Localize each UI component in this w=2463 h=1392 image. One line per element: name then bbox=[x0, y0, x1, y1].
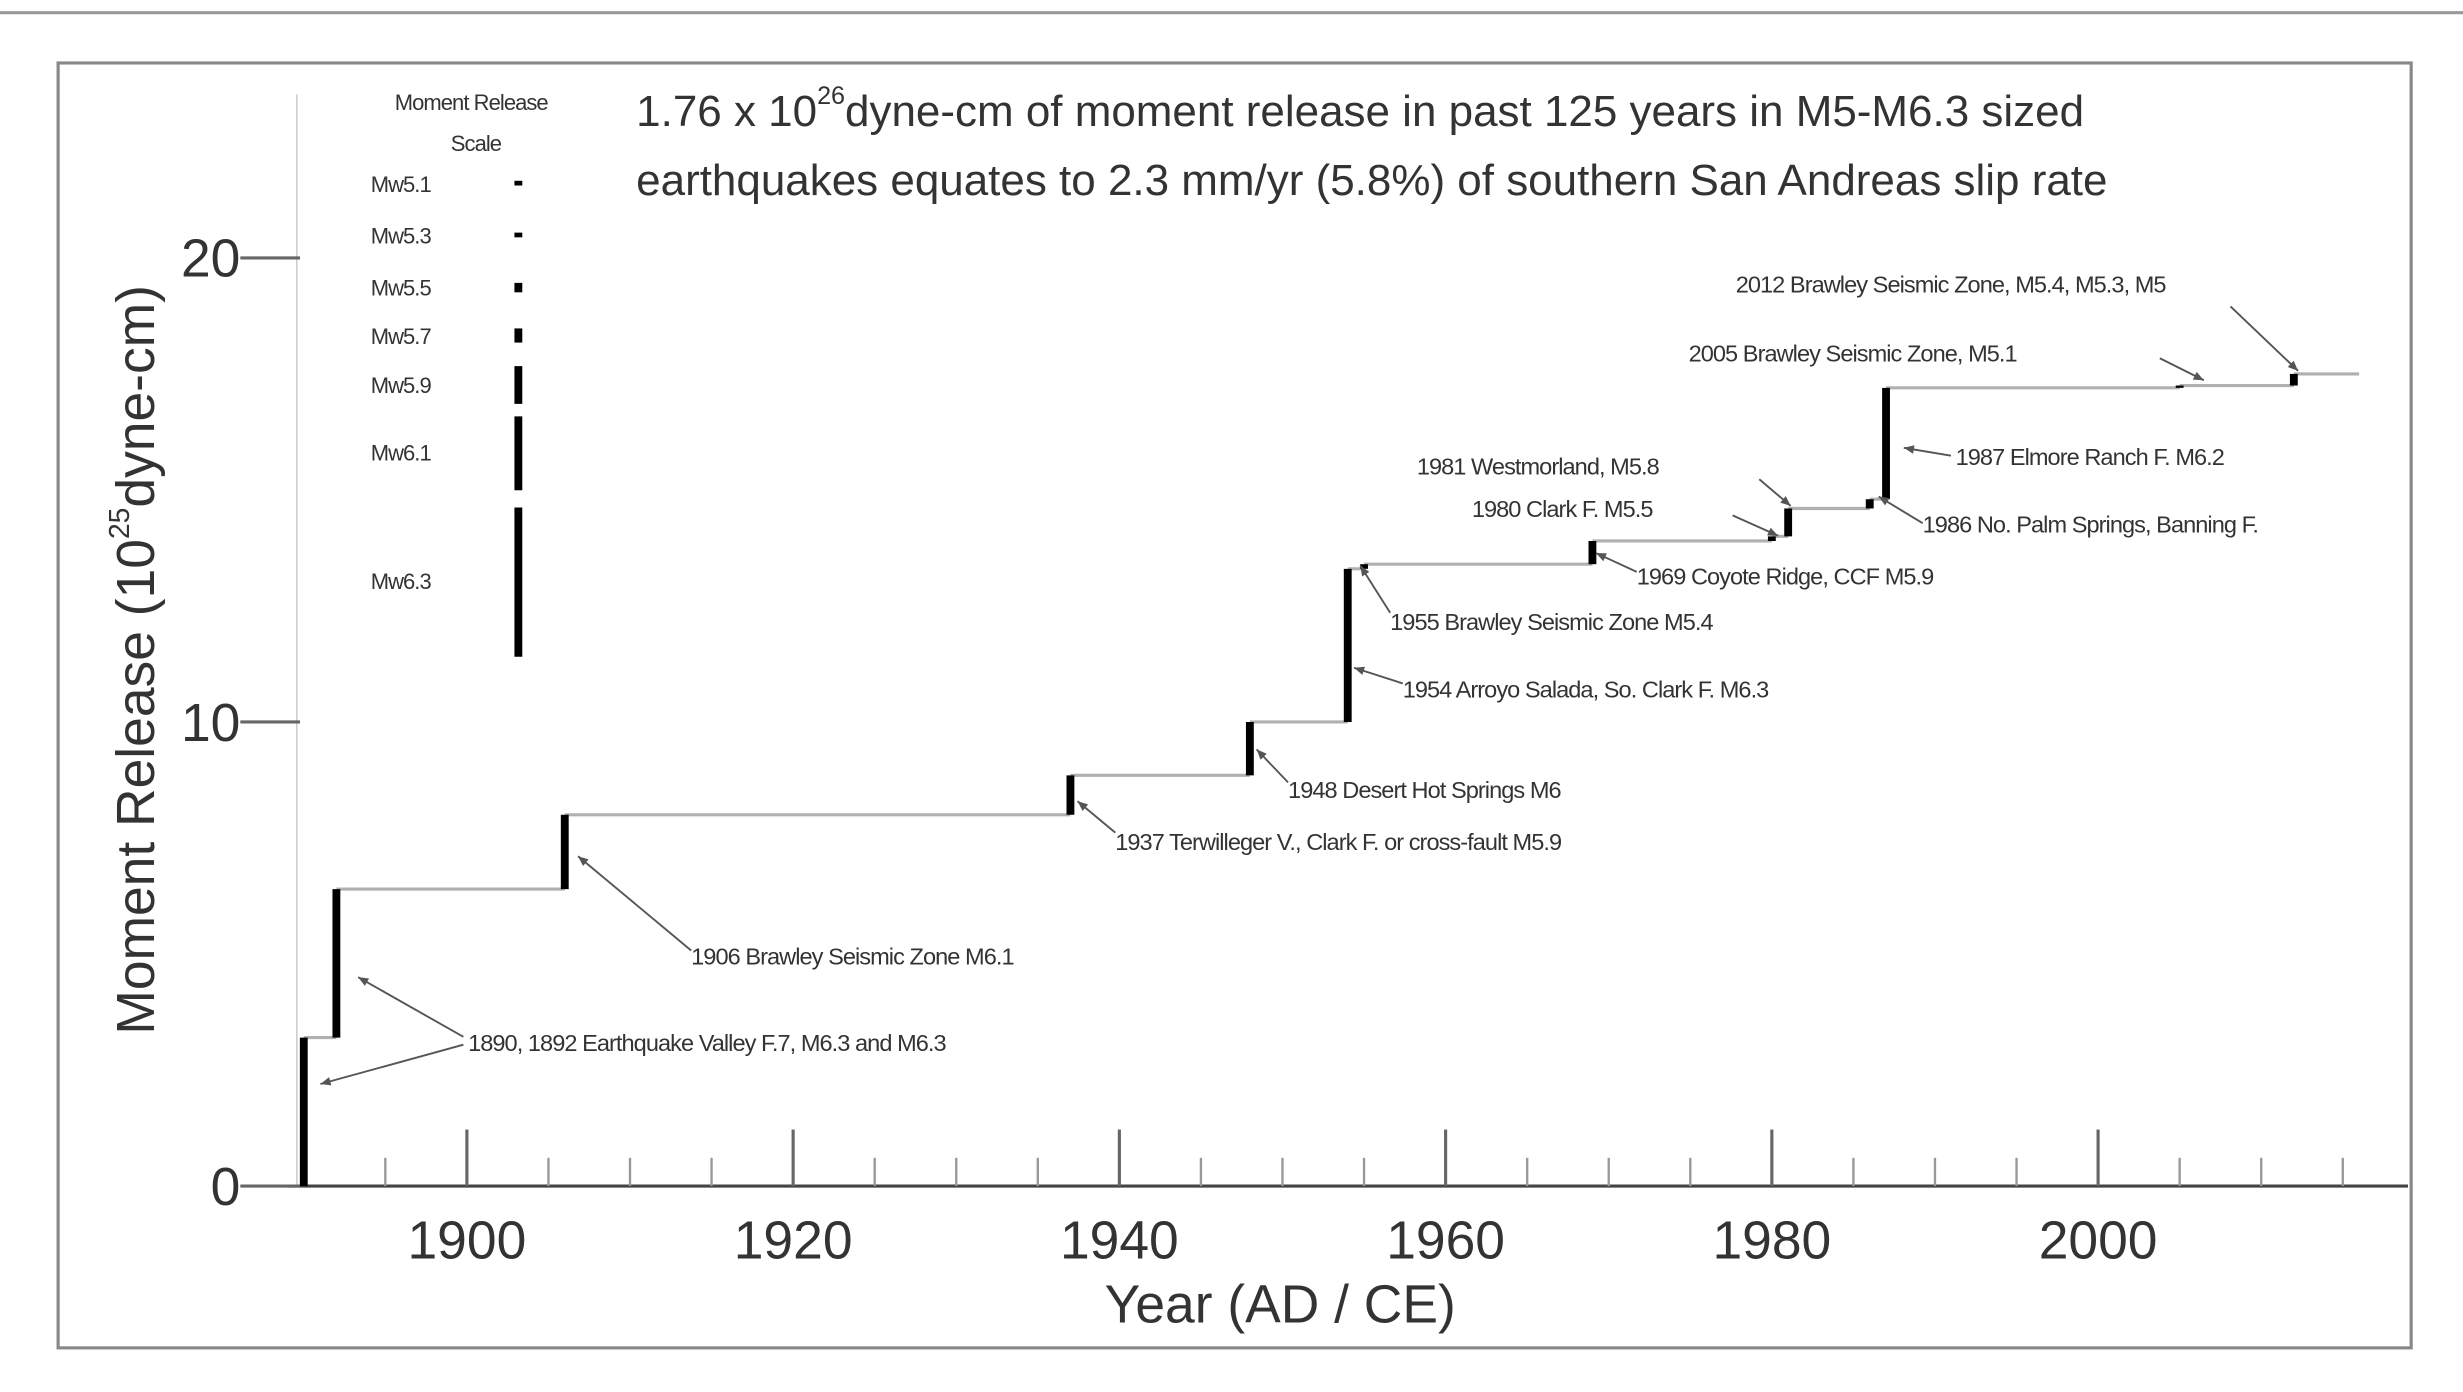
arrow-head bbox=[358, 977, 370, 986]
y-tick-label: 20 bbox=[181, 230, 240, 289]
annotation: 2012 Brawley Seismic Zone, M5.4, M5.3, M… bbox=[1736, 271, 2167, 297]
x-tick-label: 2000 bbox=[2039, 1211, 2158, 1270]
legend-label: Mw5.9 bbox=[371, 373, 432, 398]
arrow-head bbox=[1595, 553, 1607, 562]
legend-title: Scale bbox=[451, 131, 502, 156]
annotation-arrow bbox=[577, 855, 692, 952]
title-text: 1.76 x 10 bbox=[636, 87, 817, 136]
legend-label: Mw5.3 bbox=[371, 224, 432, 249]
y-label-text: dyne-cm) bbox=[107, 285, 166, 508]
y-tick-label: 10 bbox=[181, 694, 240, 753]
y-label-text: Moment Release (10 bbox=[107, 539, 166, 1035]
annotation: 1890, 1892 Earthquake Valley F.7, M6.3 a… bbox=[468, 1030, 946, 1056]
legend-label: Mw5.5 bbox=[371, 275, 432, 300]
legend-label: Mw6.3 bbox=[371, 569, 432, 594]
arrow-head bbox=[1256, 749, 1267, 760]
arrow-head bbox=[1903, 445, 1915, 454]
annotation: 1937 Terwilleger V., Clark F. or cross-f… bbox=[1115, 829, 1561, 855]
x-tick-label: 1900 bbox=[407, 1211, 526, 1270]
arrow-head bbox=[578, 856, 589, 866]
annotation: 1986 No. Palm Springs, Banning F. bbox=[1923, 512, 2258, 538]
title-exponent: 26 bbox=[817, 82, 845, 110]
annotation: 1981 Westmorland, M5.8 bbox=[1417, 454, 1660, 480]
annotation-arrow bbox=[320, 1043, 464, 1085]
annotation: 2005 Brawley Seismic Zone, M5.1 bbox=[1689, 340, 2017, 366]
arrow-head bbox=[2287, 360, 2299, 371]
x-tick-label: 1940 bbox=[1060, 1211, 1179, 1270]
legend-label: Mw5.1 bbox=[371, 172, 432, 197]
y-axis-label: Moment Release (1025dyne-cm) bbox=[103, 285, 166, 1035]
y-label-exponent: 25 bbox=[103, 508, 135, 539]
annotation: 1980 Clark F. M5.5 bbox=[1472, 496, 1653, 522]
y-tick-label: 0 bbox=[211, 1158, 241, 1217]
arrow-head bbox=[1354, 666, 1365, 675]
x-axis-label: Year (AD / CE) bbox=[1105, 1276, 1456, 1335]
legend-label: Mw6.1 bbox=[371, 440, 432, 465]
annotation: 1906 Brawley Seismic Zone M6.1 bbox=[691, 944, 1013, 970]
x-tick-label: 1980 bbox=[1712, 1211, 1831, 1270]
arrow-head bbox=[1360, 565, 1370, 577]
legend-label: Mw5.7 bbox=[371, 324, 432, 349]
arrow-head bbox=[1780, 496, 1791, 506]
arrow-head bbox=[1878, 496, 1890, 506]
chart-title: earthquakes equates to 2.3 mm/yr (5.8%) … bbox=[636, 156, 2107, 205]
arrow-head bbox=[320, 1077, 332, 1086]
chart-title: 1.76 x 1026dyne-cm of moment release in … bbox=[636, 82, 2084, 136]
annotation: 1954 Arroyo Salada, So. Clark F. M6.3 bbox=[1403, 677, 1769, 703]
annotation: 1987 Elmore Ranch F. M6.2 bbox=[1956, 444, 2224, 470]
annotation: 1969 Coyote Ridge, CCF M5.9 bbox=[1637, 563, 1934, 589]
x-tick-label: 1960 bbox=[1386, 1211, 1505, 1270]
arrow-head bbox=[1077, 801, 1089, 812]
x-tick-label: 1920 bbox=[734, 1211, 853, 1270]
annotation-arrow bbox=[357, 976, 464, 1038]
annotation: 1948 Desert Hot Springs M6 bbox=[1288, 777, 1561, 803]
annotation-arrow bbox=[2229, 305, 2299, 372]
annotation: 1955 Brawley Seismic Zone M5.4 bbox=[1390, 609, 1713, 635]
title-text: dyne-cm of moment release in past 125 ye… bbox=[845, 87, 2084, 136]
arrow-head bbox=[1767, 527, 1779, 536]
arrow-head bbox=[2192, 371, 2204, 381]
legend-title: Moment Release bbox=[395, 90, 549, 115]
plot-frame bbox=[56, 61, 2413, 1350]
